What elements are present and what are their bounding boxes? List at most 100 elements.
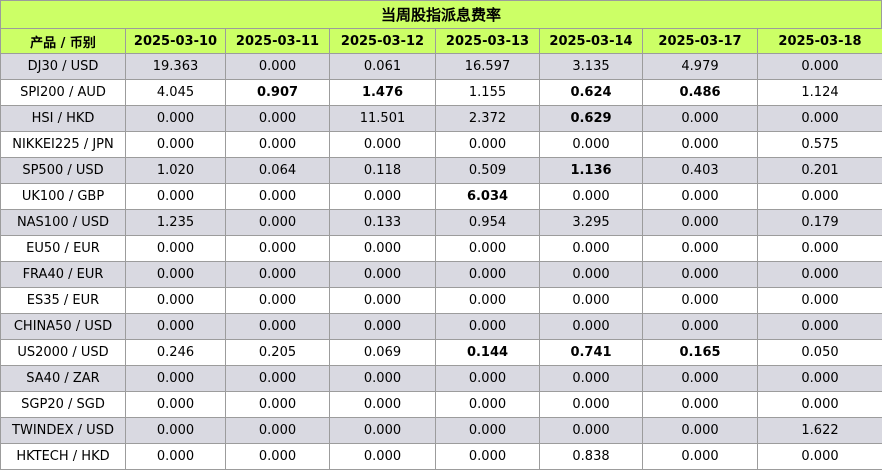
- rate-cell: 0.000: [330, 314, 436, 340]
- rate-cell: 0.000: [126, 444, 226, 470]
- rate-cell: 0.000: [540, 392, 643, 418]
- rate-cell: 0.000: [643, 132, 758, 158]
- rate-cell: 0.000: [226, 366, 330, 392]
- rate-cell: 0.000: [436, 392, 540, 418]
- rate-cell: 0.000: [436, 444, 540, 470]
- product-cell: SGP20 / SGD: [1, 392, 126, 418]
- rate-cell: 0.000: [330, 366, 436, 392]
- rate-cell: 0.000: [436, 314, 540, 340]
- rate-cell: 0.000: [540, 288, 643, 314]
- rate-cell: 0.403: [643, 158, 758, 184]
- rate-cell: 19.363: [126, 54, 226, 80]
- rate-cell: 0.000: [226, 314, 330, 340]
- rate-cell: 0.000: [436, 366, 540, 392]
- rate-cell: 0.000: [226, 106, 330, 132]
- product-cell: CHINA50 / USD: [1, 314, 126, 340]
- rate-cell: 0.000: [540, 262, 643, 288]
- rate-cell: 3.135: [540, 54, 643, 80]
- header-date: 2025-03-13: [436, 29, 540, 54]
- header-date: 2025-03-18: [758, 29, 882, 54]
- rate-cell: 0.000: [226, 132, 330, 158]
- rate-cell: 0.000: [643, 262, 758, 288]
- rate-cell: 0.000: [643, 418, 758, 444]
- rate-cell: 16.597: [436, 54, 540, 80]
- rate-cell: 0.000: [226, 392, 330, 418]
- rate-cell: 0.000: [126, 132, 226, 158]
- rate-cell: 0.000: [126, 392, 226, 418]
- rate-cell: 0.000: [126, 418, 226, 444]
- rate-cell: 0.486: [643, 80, 758, 106]
- rate-cell: 0.000: [226, 262, 330, 288]
- header-product: 产品 / 币别: [1, 29, 126, 54]
- rate-cell: 0.000: [643, 392, 758, 418]
- rate-cell: 0.000: [436, 262, 540, 288]
- rate-cell: 1.622: [758, 418, 882, 444]
- rate-cell: 0.118: [330, 158, 436, 184]
- rate-cell: 0.000: [758, 262, 882, 288]
- rate-cell: 0.000: [436, 132, 540, 158]
- rate-cell: 4.979: [643, 54, 758, 80]
- rate-cell: 0.061: [330, 54, 436, 80]
- rate-cell: 6.034: [436, 184, 540, 210]
- dividend-rate-table: 产品 / 币别 2025-03-10 2025-03-11 2025-03-12…: [0, 28, 882, 470]
- rate-cell: 1.235: [126, 210, 226, 236]
- rate-cell: 3.295: [540, 210, 643, 236]
- rate-cell: 0.000: [643, 444, 758, 470]
- rate-cell: 0.000: [226, 210, 330, 236]
- rate-cell: 0.000: [758, 366, 882, 392]
- rate-cell: 0.000: [330, 288, 436, 314]
- rate-cell: 0.000: [330, 392, 436, 418]
- rate-cell: 0.000: [126, 262, 226, 288]
- rate-cell: 0.954: [436, 210, 540, 236]
- rate-cell: 0.000: [758, 314, 882, 340]
- rate-cell: 1.020: [126, 158, 226, 184]
- rate-cell: 0.179: [758, 210, 882, 236]
- rate-cell: 0.000: [226, 54, 330, 80]
- product-cell: UK100 / GBP: [1, 184, 126, 210]
- rate-cell: 0.064: [226, 158, 330, 184]
- rate-cell: 2.372: [436, 106, 540, 132]
- rate-cell: 0.000: [540, 418, 643, 444]
- rate-cell: 0.069: [330, 340, 436, 366]
- rate-cell: 0.000: [226, 418, 330, 444]
- product-cell: SPI200 / AUD: [1, 80, 126, 106]
- rate-cell: 0.000: [758, 444, 882, 470]
- rate-cell: 0.000: [540, 366, 643, 392]
- rate-cell: 0.907: [226, 80, 330, 106]
- rate-cell: 0.838: [540, 444, 643, 470]
- header-date: 2025-03-10: [126, 29, 226, 54]
- rate-cell: 0.000: [126, 106, 226, 132]
- rate-cell: 0.000: [330, 132, 436, 158]
- rate-cell: 0.000: [643, 314, 758, 340]
- table-title: 当周股指派息费率: [0, 0, 882, 28]
- rate-cell: 0.000: [226, 288, 330, 314]
- rate-cell: 0.000: [643, 236, 758, 262]
- rate-cell: 0.000: [330, 444, 436, 470]
- rate-cell: 0.000: [126, 314, 226, 340]
- rate-cell: 0.201: [758, 158, 882, 184]
- rate-cell: 1.476: [330, 80, 436, 106]
- header-date: 2025-03-17: [643, 29, 758, 54]
- rate-cell: 0.741: [540, 340, 643, 366]
- product-cell: DJ30 / USD: [1, 54, 126, 80]
- rate-cell: 0.133: [330, 210, 436, 236]
- header-row: 产品 / 币别 2025-03-10 2025-03-11 2025-03-12…: [1, 29, 882, 54]
- rate-cell: 0.000: [126, 236, 226, 262]
- rate-cell: 0.000: [126, 288, 226, 314]
- rate-cell: 0.000: [758, 288, 882, 314]
- rate-cell: 1.124: [758, 80, 882, 106]
- rate-cell: 0.000: [330, 184, 436, 210]
- rate-cell: 0.509: [436, 158, 540, 184]
- rate-cell: 0.000: [758, 392, 882, 418]
- product-cell: US2000 / USD: [1, 340, 126, 366]
- rate-cell: 0.000: [758, 54, 882, 80]
